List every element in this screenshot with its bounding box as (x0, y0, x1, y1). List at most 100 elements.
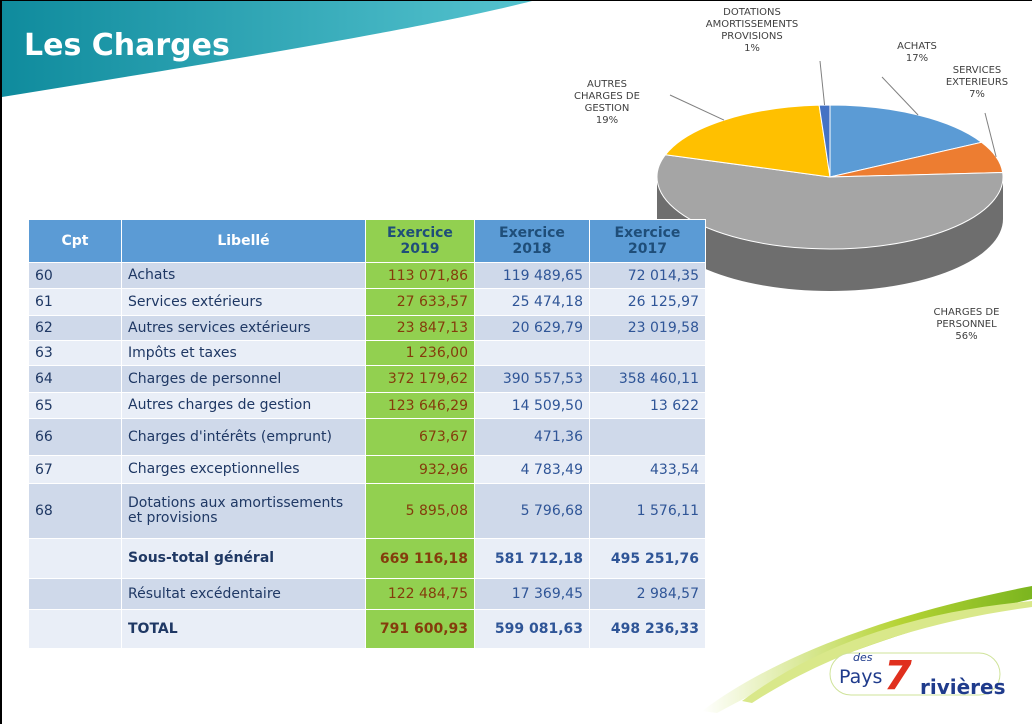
table-row: 66 Charges d'intérêts (emprunt) 673,67 471,… (28, 418, 706, 456)
table-cell (28, 609, 122, 649)
header-text: Libellé (217, 233, 270, 249)
table-cell: 119 489,65 (474, 262, 590, 289)
table-cell: 67 (28, 455, 122, 484)
table-cell: Charges d'intérêts (emprunt) (121, 418, 366, 456)
table-cell: 20 629,79 (474, 315, 590, 341)
leader-line (819, 60, 826, 106)
table-cell: 1 236,00 (365, 340, 475, 366)
table-cell: Autres charges de gestion (121, 392, 366, 419)
table-row: TOTAL 791 600,93 599 081,63 498 236,33 (28, 609, 706, 649)
pie-label-value: 7% (969, 89, 985, 100)
table-cell (474, 340, 590, 366)
table-cell (28, 578, 122, 610)
table-cell: 64 (28, 365, 122, 393)
table-cell: 61 (28, 288, 122, 316)
table-cell: 23 847,13 (365, 315, 475, 341)
header-cell: Cpt (28, 219, 122, 263)
pie-label-name: CHARGES DE PERSONNEL (933, 307, 1000, 330)
table-cell: 2 984,57 (589, 578, 706, 610)
leader-line (669, 94, 725, 121)
table-cell (589, 340, 706, 366)
table-cell (28, 538, 122, 579)
table-row: 63 Impôts et taxes 1 236,00 (28, 340, 706, 366)
table-cell: 5 796,68 (474, 483, 590, 539)
logo-text: des (853, 651, 873, 664)
table-row: 62 Autres services extérieurs 23 847,13 20 … (28, 315, 706, 341)
pie-label-value: 56% (955, 331, 978, 342)
charges-table: Cpt Libellé Exercice 2019 Exercice 2018 Exer… (28, 219, 706, 649)
table-cell: 932,96 (365, 455, 475, 484)
pie-slice (656, 154, 1004, 250)
pie-label-value: 1% (744, 43, 760, 54)
header-text: Exercice 2018 (499, 225, 565, 257)
table-cell: 113 071,86 (365, 262, 475, 289)
table-row: 61 Services extérieurs 27 633,57 25 474,18 2… (28, 288, 706, 316)
table-cell: 17 369,45 (474, 578, 590, 610)
table-row: 65 Autres charges de gestion 123 646,29 14 … (28, 392, 706, 419)
table-cell: 27 633,57 (365, 288, 475, 316)
table-cell: 14 509,50 (474, 392, 590, 419)
pie-side (657, 177, 1003, 291)
table-cell: 13 622 (589, 392, 706, 419)
table-cell: 66 (28, 418, 122, 456)
table-cell: 372 179,62 (365, 365, 475, 393)
title: Les Charges (24, 28, 230, 63)
pie-label: ACHATS 17% (882, 41, 952, 65)
table-cell: 4 783,49 (474, 455, 590, 484)
header-cell: Exercice 2019 (365, 219, 475, 263)
table-cell: 123 646,29 (365, 392, 475, 419)
pie-label: DOTATIONS AMORTISSEMENTS PROVISIONS 1% (697, 7, 807, 55)
logo-swoosh (742, 601, 1032, 703)
table-cell: 122 484,75 (365, 578, 475, 610)
header-text: Exercice 2017 (614, 225, 681, 257)
table-cell: 5 895,08 (365, 483, 475, 539)
logo-text: Pays (839, 666, 882, 688)
header-cell: Exercice 2018 (474, 219, 590, 263)
table-cell: Services extérieurs (121, 288, 366, 316)
header-cell: Exercice 2017 (589, 219, 706, 263)
pie-label-name: SERVICES EXTERIEURS (945, 65, 1009, 88)
leader-line (881, 76, 919, 116)
header-cell: Libellé (121, 219, 366, 263)
table-cell: 673,67 (365, 418, 475, 456)
table-cell: 599 081,63 (474, 609, 590, 649)
header-text: Cpt (61, 233, 89, 249)
table-row: 67 Charges exceptionnelles 932,96 4 783,49 4… (28, 455, 706, 484)
table-cell: 65 (28, 392, 122, 419)
table-cell: 390 557,53 (474, 365, 590, 393)
table-cell: 669 116,18 (365, 538, 475, 579)
table-cell: 62 (28, 315, 122, 341)
table-cell: 60 (28, 262, 122, 289)
table-cell: 1 576,11 (589, 483, 706, 539)
pie-chart (656, 60, 1004, 291)
pie-label-value: 17% (905, 53, 929, 64)
table-cell (589, 418, 706, 456)
table-cell: 358 460,11 (589, 365, 706, 393)
table-cell: Charges de personnel (121, 365, 366, 393)
table-row: 60 Achats 113 071,86 119 489,65 72 014,35 (28, 262, 706, 289)
table-cell: 471,36 (474, 418, 590, 456)
table-row: Résultat excédentaire 122 484,75 17 369,45… (28, 578, 706, 610)
pie-label-name: ACHATS (897, 41, 937, 52)
pie-slice (664, 104, 831, 178)
logo-frame (829, 652, 1001, 696)
leader-line (984, 112, 997, 158)
table-cell: 791 600,93 (365, 609, 475, 649)
pie-label: SERVICES EXTERIEURS 7% (937, 65, 1017, 101)
table-cell: Charges exceptionnelles (121, 455, 366, 484)
pie-label-value: 19% (595, 115, 619, 126)
table-cell: 68 (28, 483, 122, 539)
pie-label: AUTRES CHARGES DE GESTION 19% (562, 79, 652, 127)
header-text: Exercice 2019 (387, 225, 453, 257)
table-row: Sous-total général 669 116,18 581 712,18 49… (28, 538, 706, 579)
table-cell: Sous-total général (121, 538, 366, 579)
table-cell: 25 474,18 (474, 288, 590, 316)
table-row: 68 Dotations aux amortissements et provis… (28, 483, 706, 539)
table-cell: 495 251,76 (589, 538, 706, 579)
table-cell: 433,54 (589, 455, 706, 484)
table-cell: 581 712,18 (474, 538, 590, 579)
table-cell: 498 236,33 (589, 609, 706, 649)
table-cell: Achats (121, 262, 366, 289)
